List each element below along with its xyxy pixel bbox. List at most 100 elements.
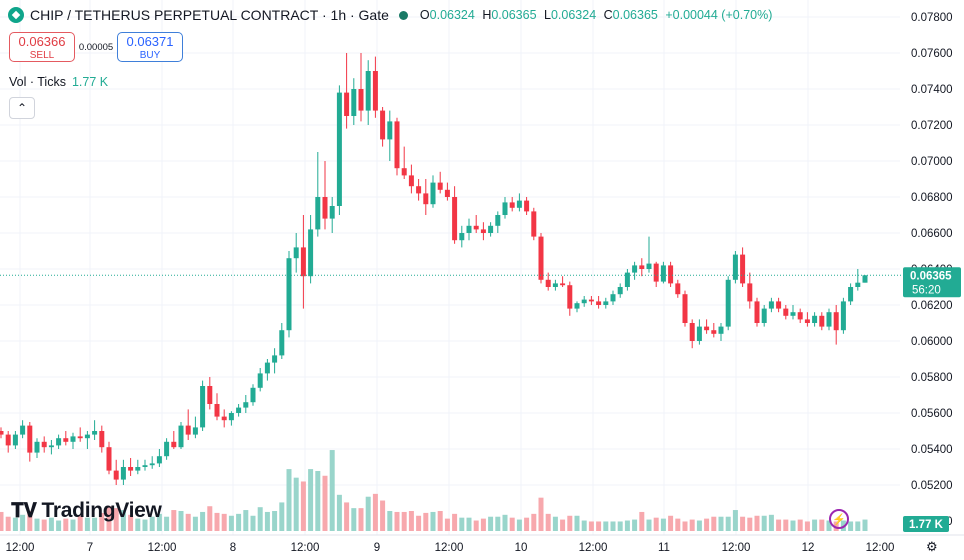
candle: [48, 440, 54, 455]
lightning-icon[interactable]: ⚡: [829, 509, 849, 529]
volume-bar: [293, 477, 299, 531]
price-tick-label: 0.07600: [911, 48, 953, 60]
price-tick-label: 0.06000: [911, 336, 953, 348]
candle: [776, 297, 782, 313]
time-tick-label: 7: [87, 542, 93, 554]
time-tick-label: 12:00: [866, 542, 895, 554]
candle: [236, 404, 242, 417]
candle: [531, 207, 537, 241]
candle: [545, 272, 551, 291]
collapse-chevron-up-icon[interactable]: ⌃: [9, 97, 35, 119]
volume-bar: [581, 520, 587, 531]
candle: [516, 193, 522, 212]
volume-bar: [747, 517, 753, 531]
volume-bars: [0, 450, 868, 531]
candle: [214, 393, 220, 421]
price-tick-label: 0.06800: [911, 192, 953, 204]
candle: [92, 420, 98, 440]
volume-bar: [236, 513, 242, 531]
candlesticks: [0, 53, 868, 485]
candle: [401, 146, 407, 179]
high-value: 0.06365: [491, 8, 537, 22]
candle: [228, 411, 234, 426]
ohlc-values: O0.06324 H0.06365 L0.06324 C0.06365 +0.0…: [416, 8, 772, 22]
volume-bar: [156, 513, 162, 531]
volume-bar: [380, 500, 386, 531]
candle: [747, 272, 753, 309]
candle: [488, 222, 494, 237]
volume-bar: [300, 481, 306, 531]
volume-bar: [257, 507, 263, 531]
time-axis[interactable]: 12:00 7 12:00 8 12:00 9 12:00 10 12:00 11 12:00 12 1…: [0, 534, 964, 554]
volume-bar: [488, 516, 494, 531]
volume-bar: [185, 513, 191, 531]
candle: [156, 449, 162, 467]
symbol-title[interactable]: CHIP / TETHERUS PERPETUAL CONTRACT · 1h …: [30, 7, 389, 23]
volume-bar: [682, 521, 688, 531]
volume-bar: [106, 506, 112, 531]
candle: [704, 319, 710, 334]
candle: [250, 384, 256, 406]
tradingview-branding[interactable]: 𝐓𝐕 TradingView: [11, 499, 162, 523]
volume-bar: [560, 519, 566, 531]
candle: [27, 422, 33, 462]
price-tick-label: 0.05600: [911, 408, 953, 420]
volume-bar: [372, 493, 378, 531]
candle: [840, 297, 846, 334]
volume-bar: [473, 520, 479, 531]
volume-bar: [668, 515, 674, 531]
candle: [322, 161, 328, 230]
candle: [286, 251, 292, 338]
volume-bar: [200, 511, 206, 531]
time-tick-label: 12:00: [148, 542, 177, 554]
candle: [552, 279, 558, 291]
volume-bar: [545, 513, 551, 531]
close-value: 0.06365: [612, 8, 658, 22]
volume-bar: [538, 497, 544, 531]
volume-bar: [711, 516, 717, 531]
candle: [480, 222, 486, 241]
candle: [257, 368, 263, 392]
volume-bar: [401, 511, 407, 531]
candle: [833, 305, 839, 345]
candle: [452, 186, 458, 244]
time-tick-label: 10: [515, 542, 528, 554]
volume-bar: [329, 450, 335, 531]
volume-bar: [768, 514, 774, 531]
settings-gear-icon[interactable]: ⚙: [926, 539, 938, 554]
last-price-box: [903, 267, 961, 298]
volume-bar: [444, 518, 450, 531]
buy-button[interactable]: 0.06371 BUY: [117, 32, 183, 62]
volume-bar: [394, 511, 400, 531]
candle: [466, 218, 472, 241]
buy-price: 0.06371: [126, 34, 174, 49]
volume-bar: [128, 514, 134, 531]
volume-bar: [149, 516, 155, 531]
volume-bar: [5, 516, 11, 531]
volume-bar: [358, 508, 364, 531]
candle: [632, 261, 638, 280]
volume-bar: [718, 516, 724, 531]
candle: [300, 215, 306, 309]
candle: [142, 459, 148, 471]
volume-bar: [855, 521, 861, 531]
volume-bar: [848, 521, 854, 531]
volume-bar: [48, 517, 54, 531]
open-value: 0.06324: [429, 8, 475, 22]
volume-bar: [660, 518, 666, 531]
volume-bar: [588, 521, 594, 531]
volume-legend[interactable]: Vol · Ticks 1.77 K: [9, 75, 108, 89]
volume-bar: [812, 519, 818, 531]
candle: [358, 53, 364, 122]
volume-bar: [178, 511, 184, 531]
time-tick-label: 12:00: [6, 542, 35, 554]
volume-bar: [452, 513, 458, 531]
candle: [581, 296, 587, 307]
volume-bar: [725, 516, 731, 531]
sell-button[interactable]: 0.06366 SELL: [9, 32, 75, 62]
volume-bar: [416, 515, 422, 531]
candle: [77, 427, 83, 442]
volume-bar: [41, 519, 47, 531]
candle: [797, 308, 803, 323]
